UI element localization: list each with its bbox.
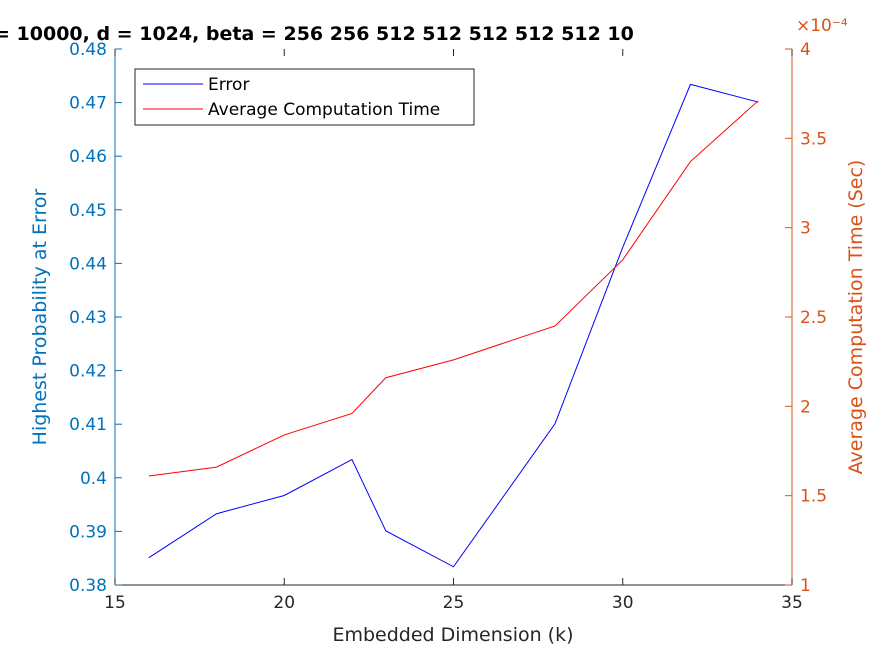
x-tick-label: 35	[781, 593, 803, 613]
right-axis-label: Average Computation Time (Sec)	[845, 160, 867, 475]
legend-label-time: Average Computation Time	[208, 100, 440, 120]
left-tick-label: 0.41	[69, 415, 107, 435]
series-line-time	[148, 100, 759, 477]
series-layer	[148, 83, 759, 568]
left-tick-label: 0.46	[69, 147, 107, 167]
right-tick-label: 2.5	[800, 308, 827, 328]
left-tick-label: 0.4	[80, 469, 107, 489]
x-axis-label: Embedded Dimension (k)	[332, 624, 573, 646]
right-tick-label: 3.5	[800, 129, 827, 149]
right-tick-label: 3	[800, 219, 811, 239]
x-tick-label: 15	[104, 593, 126, 613]
x-tick-label: 30	[612, 593, 634, 613]
left-tick-label: 0.48	[69, 40, 107, 60]
right-tick-label: 4	[800, 40, 811, 60]
left-tick-label: 0.42	[69, 362, 107, 382]
left-tick-label: 0.39	[69, 522, 107, 542]
chart-title: = 10000, d = 1024, beta = 256 256 512 51…	[0, 23, 634, 45]
left-tick-label: 0.43	[69, 308, 107, 328]
right-tick-label: 1	[800, 576, 811, 596]
tick-layer: 15 20 25 30 35 0.38 0.39 0.4 0.41 0.42 0.43 0.44 0.4…	[69, 40, 827, 613]
right-tick-label: 2	[800, 397, 811, 417]
x-tick-label: 25	[443, 593, 465, 613]
legend-label-error: Error	[208, 75, 249, 95]
left-tick-label: 0.44	[69, 254, 107, 274]
right-tick-label: 1.5	[800, 487, 827, 507]
legend-box	[134, 68, 475, 126]
left-tick-label: 0.38	[69, 576, 107, 596]
plot-area	[115, 49, 792, 585]
legend: Error Average Computation Time	[134, 68, 475, 126]
left-tick-label: 0.45	[69, 201, 107, 221]
left-tick-label: 0.47	[69, 94, 107, 114]
right-axis-exponent: ×10⁻⁴	[796, 16, 848, 36]
x-tick-label: 20	[273, 593, 295, 613]
left-axis-label: Highest Probability at Error	[29, 188, 51, 445]
series-line-error	[148, 83, 759, 568]
